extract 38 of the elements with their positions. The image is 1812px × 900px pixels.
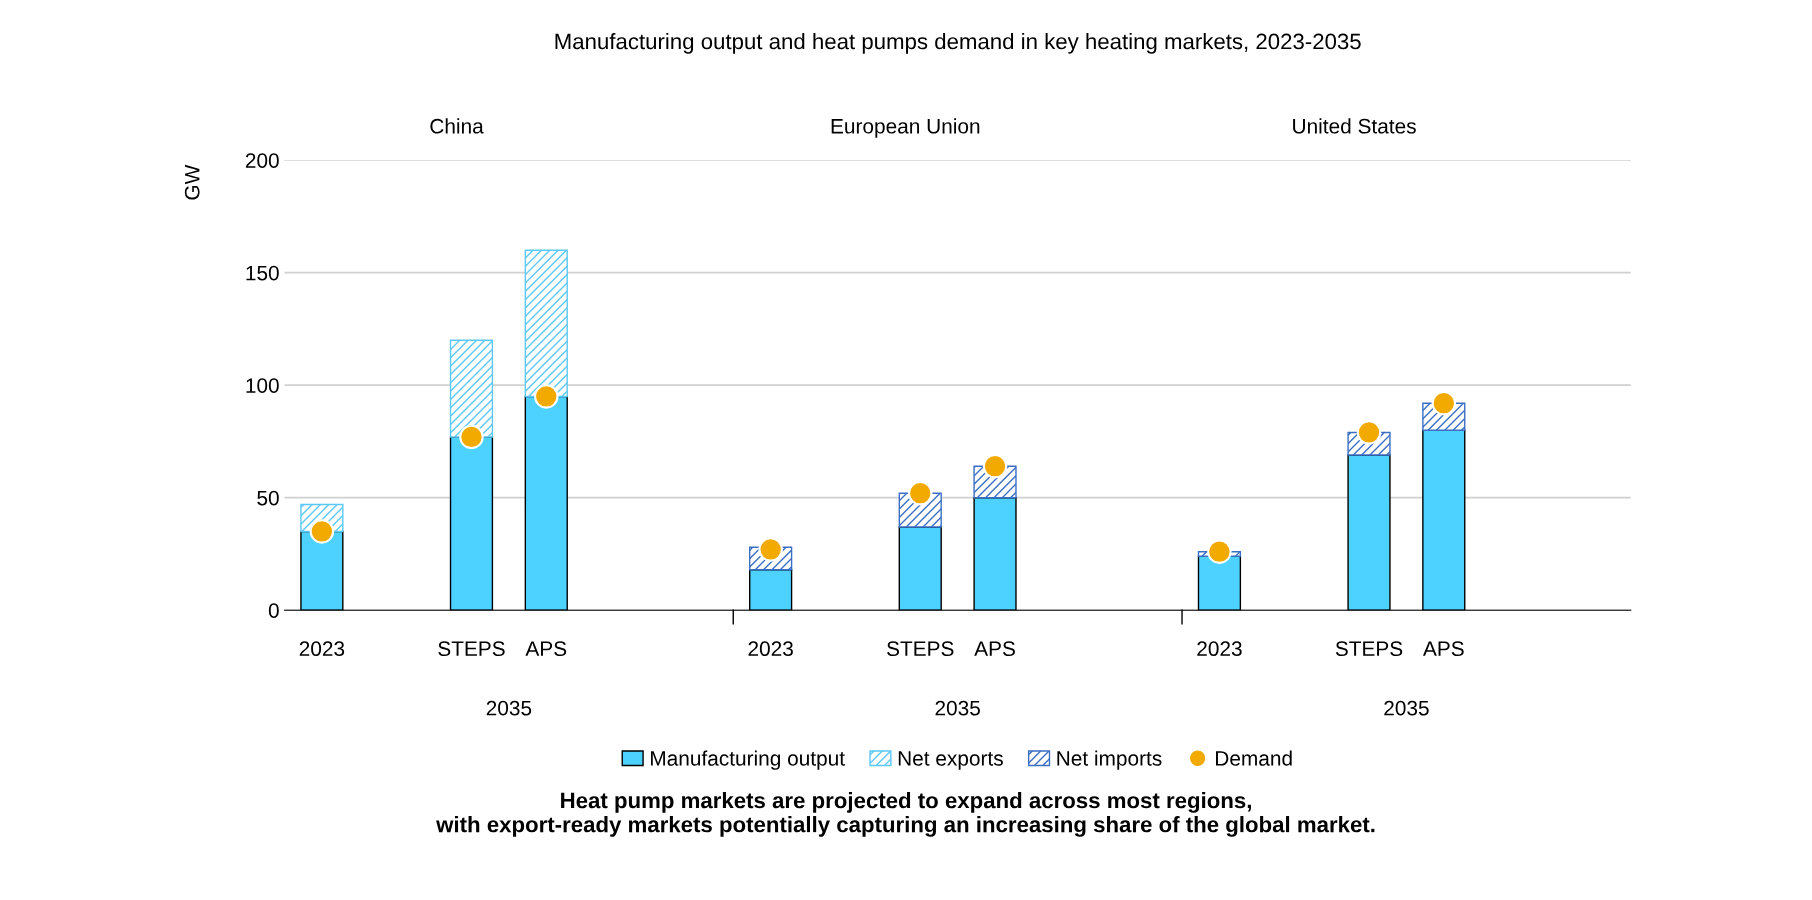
text: European Union	[831, 118, 980, 138]
legend-label: Net exports	[898, 751, 1003, 770]
x-tick-label: STEPS	[438, 641, 505, 657]
x-tick-label: 2023	[299, 641, 345, 657]
y-tick-label: 200	[245, 153, 279, 168]
y-tick-label: 150	[246, 265, 279, 281]
point	[908, 480, 933, 506]
point	[1207, 539, 1232, 564]
chart-title: Manufacturing output and heat pumps demand in key heating markets, 2023-2035	[555, 32, 1361, 54]
text: 2035	[935, 700, 980, 716]
x-tick-label: 2023	[748, 641, 793, 657]
y-tick-label: 100	[246, 378, 279, 393]
text: United States	[1293, 118, 1416, 134]
y-tick-label: 0	[268, 603, 279, 618]
legend-label: Demand	[1216, 750, 1292, 766]
point	[758, 537, 783, 562]
point	[1356, 420, 1382, 445]
y-tick-label: 50	[257, 490, 279, 506]
text: 2035	[486, 700, 532, 716]
text: Heat pump markets are projected to expand across most regions, with export-ready markets potentially capturing an increasing share of the global market.	[436, 792, 1375, 837]
text: 2035	[1384, 700, 1429, 716]
point	[1431, 390, 1457, 416]
x-tick-label: STEPS	[1335, 641, 1403, 657]
text: China	[430, 118, 484, 134]
x-tick-label: STEPS	[887, 641, 954, 657]
bar	[449, 339, 494, 438]
legend-label: Manufacturing output	[651, 750, 845, 770]
bar	[524, 249, 568, 398]
x-tick-label: APS	[1423, 641, 1464, 657]
legend-label: Net imports	[1057, 750, 1162, 770]
y-axis-title: GW	[184, 164, 200, 200]
point	[534, 384, 559, 409]
x-tick-label: APS	[974, 641, 1015, 657]
point	[309, 519, 335, 544]
x-tick-label: 2023	[1197, 641, 1242, 657]
x-tick-label: APS	[525, 641, 567, 657]
point	[459, 424, 484, 450]
point	[982, 453, 1008, 479]
